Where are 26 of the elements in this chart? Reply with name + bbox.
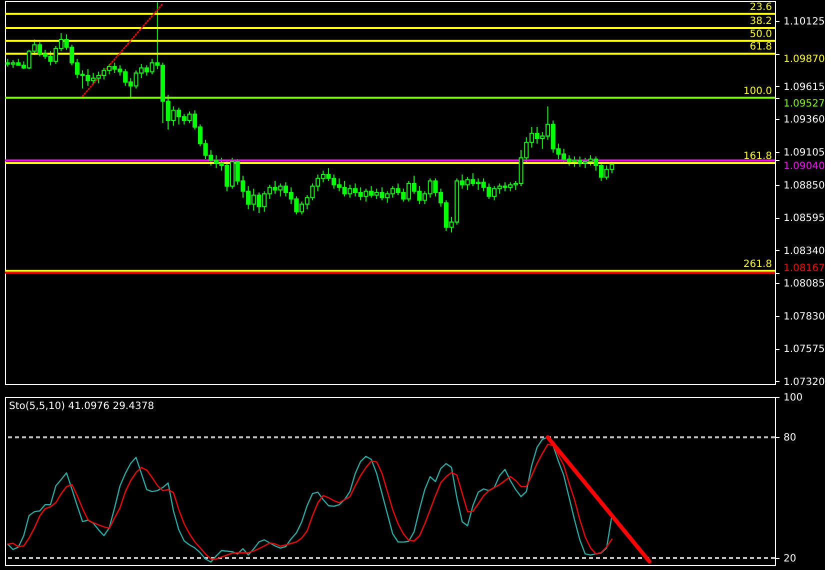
annotation: 38.2 <box>750 16 772 27</box>
annotation: 61.8 <box>750 42 772 53</box>
y-tick-label: 1.09615 <box>784 82 825 93</box>
annotation: 23.6 <box>750 2 772 13</box>
y-tick-label: 1.09527 <box>784 98 825 110</box>
y-tick-label: 1.08595 <box>784 213 825 224</box>
annotation: 261.8 <box>743 258 772 270</box>
y-tick-label: 1.09870 <box>784 54 825 66</box>
y-tick-label: 1.08167 <box>784 263 825 274</box>
y-tick-label: 1.08340 <box>784 246 825 257</box>
y-tick-label: 1.08085 <box>784 278 825 290</box>
annotation: 50.0 <box>750 28 772 40</box>
y-tick-label: 1.10125 <box>784 16 825 28</box>
y-tick-label: 100 <box>784 392 803 404</box>
annotation: 161.8 <box>743 150 772 162</box>
y-tick-label: 1.07575 <box>784 344 825 356</box>
annotation: 100.0 <box>743 86 772 97</box>
y-tick-label: 80 <box>784 432 796 444</box>
chart-title: Sto(5,5,10) 41.0976 29.4378 <box>9 401 154 412</box>
y-tick-label: 20 <box>784 553 796 564</box>
y-tick-label: 1.07830 <box>784 311 825 322</box>
y-tick-label: 1.08850 <box>784 180 825 192</box>
y-tick-label: 1.07320 <box>784 376 825 388</box>
y-tick-label: 1.09040 <box>784 160 825 172</box>
y-tick-label: 1.09360 <box>784 114 825 126</box>
y-tick-label: 1.09105 <box>784 148 825 159</box>
